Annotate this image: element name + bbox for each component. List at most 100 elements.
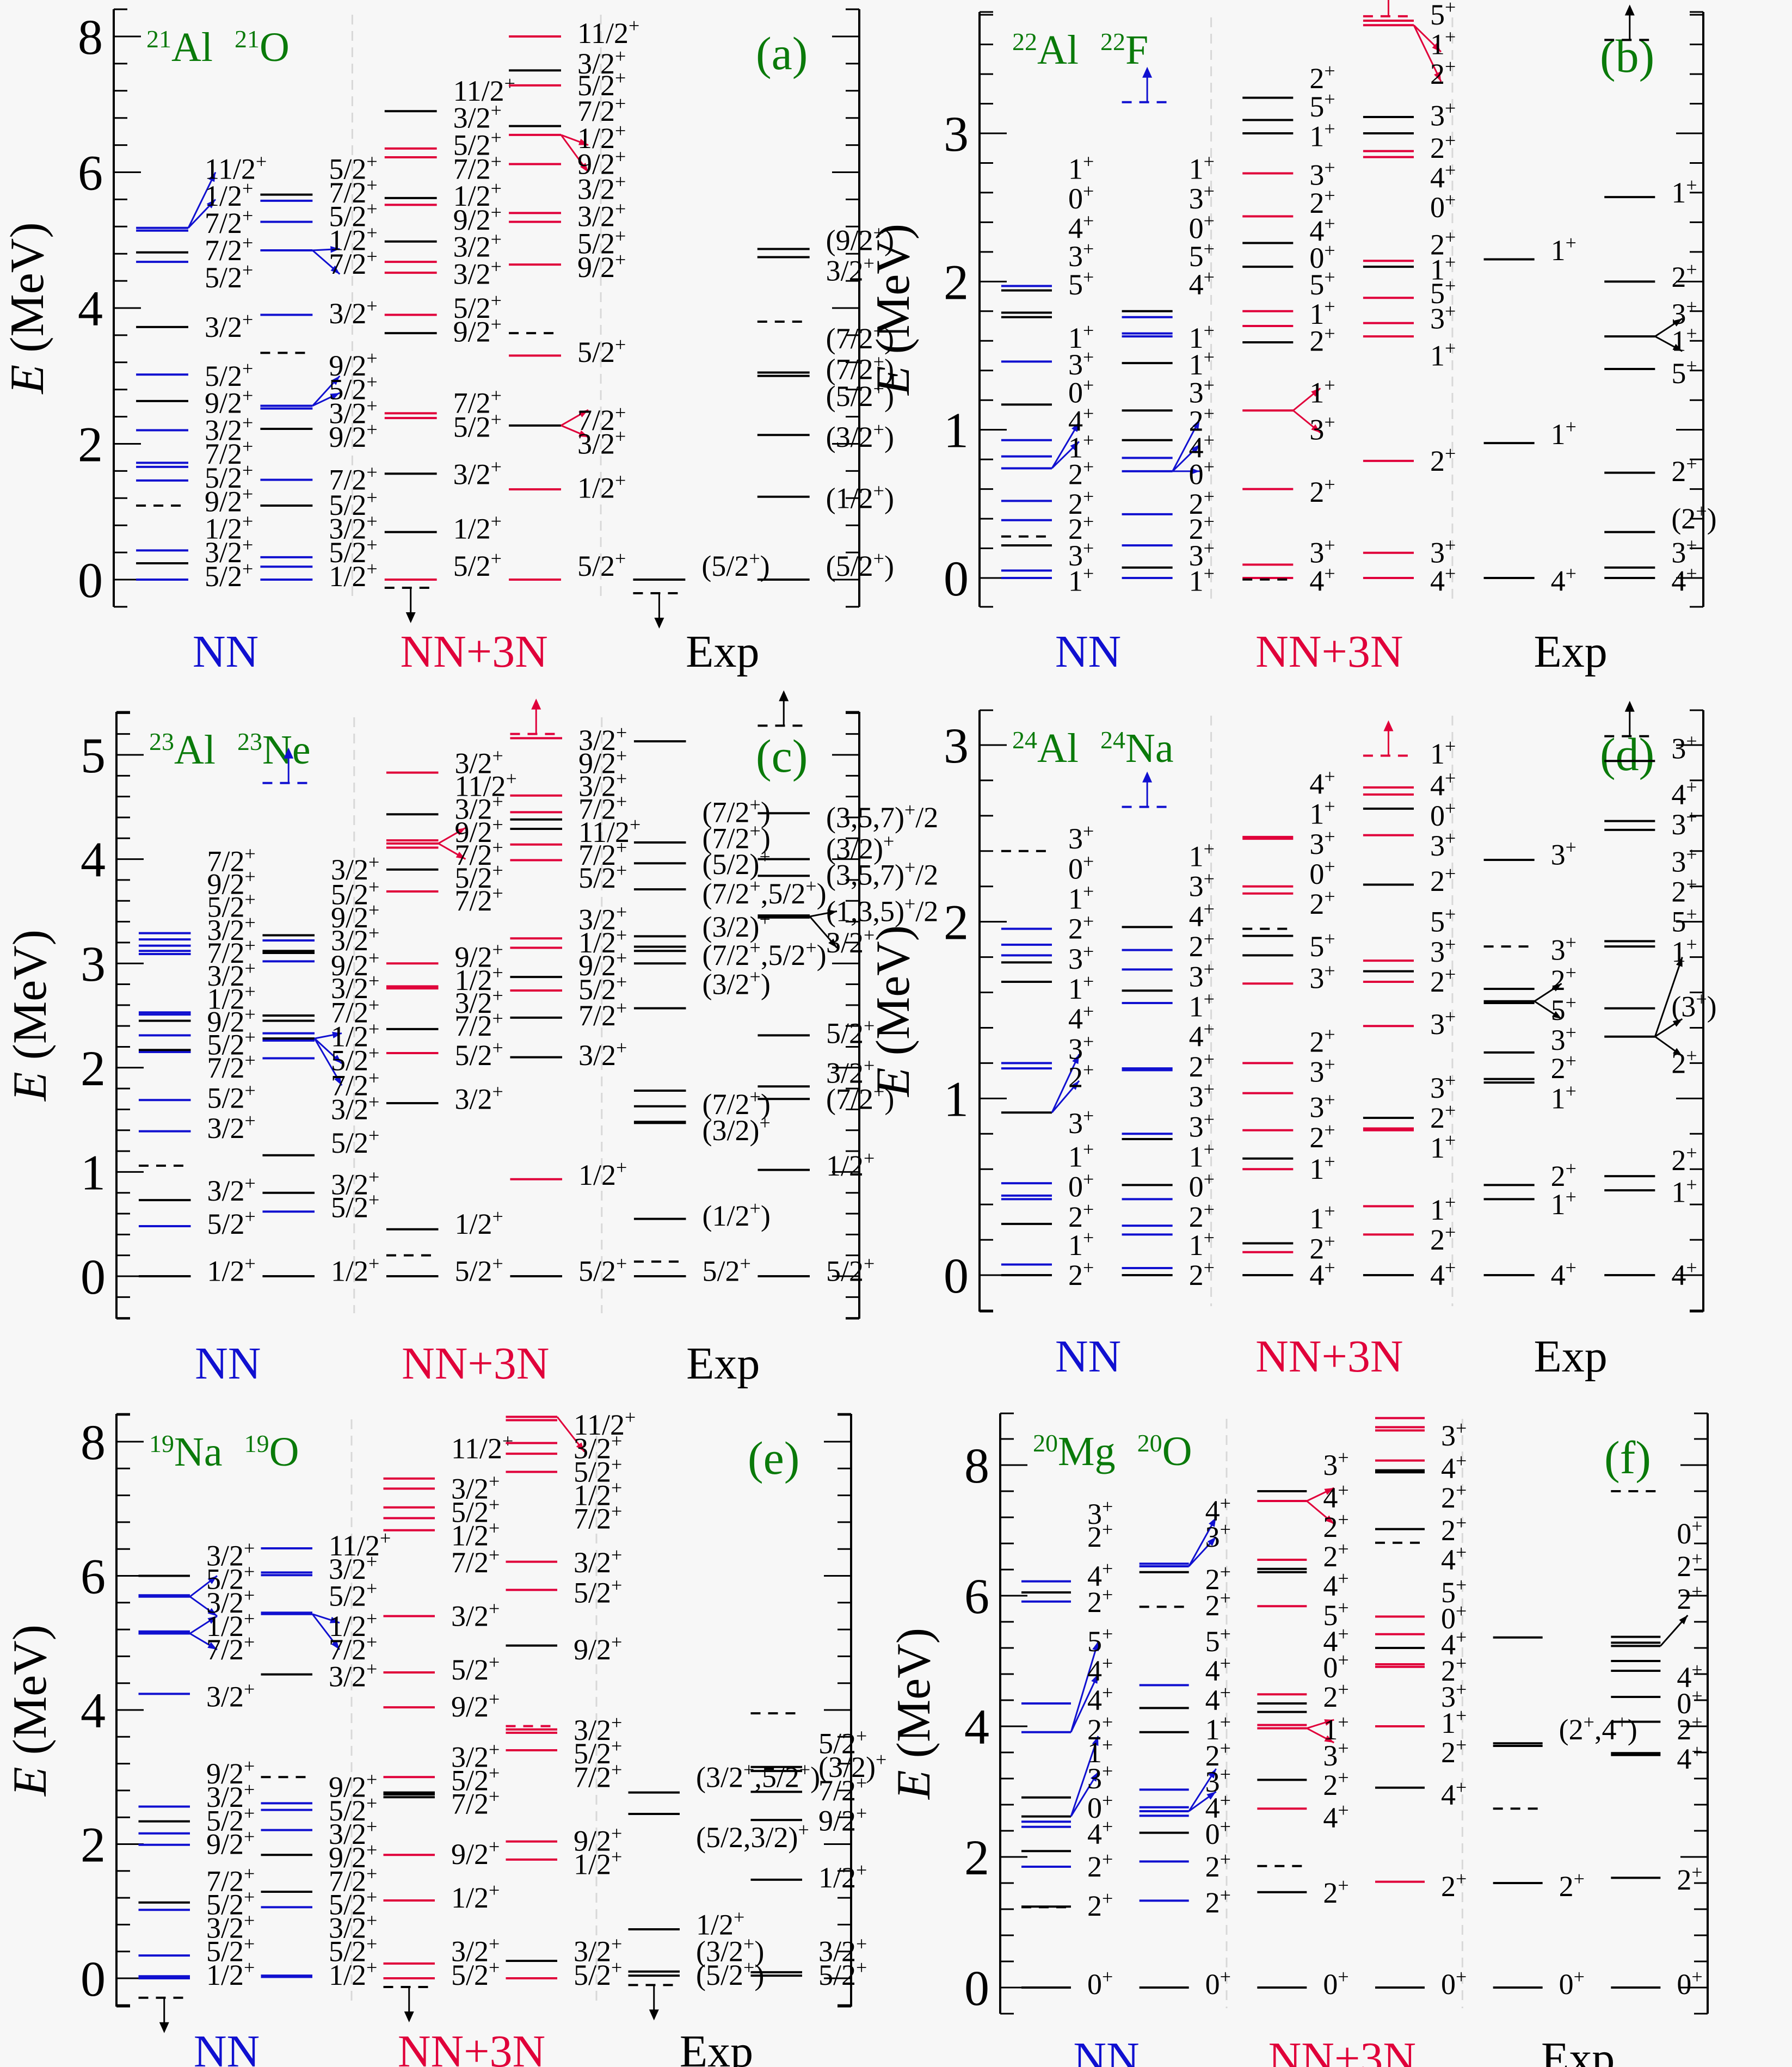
spin-parity-label: 7/2+ bbox=[451, 1544, 500, 1579]
spin-parity-label: 7/2+ bbox=[331, 1067, 379, 1102]
spin-parity-label: 2+ bbox=[1189, 510, 1215, 545]
spin-parity-label: 1+ bbox=[1551, 416, 1577, 451]
spin-parity-label: 5/2+ bbox=[331, 876, 379, 911]
spin-parity-label: 1+ bbox=[1189, 1227, 1215, 1262]
spin-parity-label: 7/2+ bbox=[455, 1007, 503, 1042]
level-column: 2+1+2+0+1+3+3+2+4+1+3+2+4+3+1+ bbox=[1122, 771, 1215, 1291]
arrowhead-icon bbox=[1208, 1769, 1216, 1779]
arrowhead-icon bbox=[330, 246, 340, 253]
spin-parity-label: 2+ bbox=[1323, 1538, 1348, 1573]
spin-parity-label: 5+ bbox=[1551, 992, 1577, 1026]
arrow-down-icon bbox=[649, 2009, 659, 2021]
spin-parity-label: 2+ bbox=[1441, 1479, 1467, 1514]
spin-parity-label: 2+ bbox=[1189, 1198, 1215, 1233]
spin-parity-label: 4+ bbox=[1189, 429, 1215, 464]
spin-parity-label: 2+ bbox=[1189, 402, 1215, 437]
y-tick-label: 3 bbox=[944, 718, 969, 773]
arrowhead-icon bbox=[206, 199, 215, 208]
spin-parity-label: 5/2+ bbox=[453, 127, 502, 162]
spin-parity-label: 3+ bbox=[1068, 1030, 1094, 1065]
spin-parity-label: (3,5,7)+/2 bbox=[826, 856, 938, 891]
spin-parity-label: 2+ bbox=[1087, 1887, 1113, 1922]
spin-parity-label: 1+ bbox=[1205, 1711, 1231, 1746]
group-title-nn: NN bbox=[193, 626, 258, 677]
spin-parity-label: 3+ bbox=[1087, 1496, 1113, 1530]
spin-parity-label: 9/2+ bbox=[207, 1003, 256, 1038]
spin-parity-label: 2+ bbox=[1323, 1678, 1348, 1713]
arrowhead-icon bbox=[455, 851, 466, 859]
spin-parity-label: (5/2)+ bbox=[703, 846, 771, 881]
spin-parity-label: 5+ bbox=[1309, 88, 1335, 123]
level-column: 5/2+3/2+1/2+9/2+5/2+7/2+3/2+9/2+5/2+3/2+… bbox=[136, 150, 267, 593]
spin-parity-label: 11/2+ bbox=[455, 767, 517, 802]
spin-parity-label: (9/2+) bbox=[826, 222, 894, 256]
arrowhead-icon bbox=[1324, 1488, 1334, 1495]
spin-parity-label: 1+ bbox=[1068, 970, 1094, 1005]
group-title-nnplus3n: NN+3N bbox=[1255, 626, 1403, 677]
spin-parity-label: 3+ bbox=[1087, 1760, 1113, 1795]
level-column: 5/2+3/2+1/2+9/2+7/2+5/2+3/2+9/2+5/2+3/2+… bbox=[506, 1406, 636, 1991]
spin-parity-label: 5/2+ bbox=[329, 487, 377, 521]
arrowhead-icon bbox=[332, 1055, 342, 1064]
spin-parity-label: 4+ bbox=[1189, 898, 1215, 933]
spin-parity-label: 2+ bbox=[1309, 60, 1335, 95]
spin-parity-label: 1/2+ bbox=[205, 177, 253, 212]
spin-parity-label: 3+ bbox=[1309, 960, 1335, 995]
spin-parity-label: 3/2+ bbox=[451, 1470, 500, 1505]
spin-parity-label: 7/2+ bbox=[578, 791, 627, 826]
spin-parity-label: 1+ bbox=[1068, 880, 1094, 915]
spin-parity-label: 7/2+ bbox=[207, 842, 256, 877]
spin-parity-label: 9/2+ bbox=[577, 146, 626, 181]
spin-parity-label: 4+ bbox=[1551, 562, 1577, 597]
arrowhead-icon bbox=[578, 138, 588, 145]
level-column: 5/2+3/2+1/2+9/2+7/2+5/2+3/2+9/2+5/2+3/2+… bbox=[383, 1430, 513, 2023]
spin-parity-label: 1+ bbox=[1309, 1151, 1335, 1185]
level-column: 1+3+2+2+0+4+2+3+1+1+4+5+0+3+1+ bbox=[1122, 66, 1215, 597]
level-column: 4+2+1+1+2+3+3+2+3+5+2+0+3+1+4+ bbox=[1242, 765, 1335, 1291]
spin-parity-label: 3/2+ bbox=[329, 295, 377, 330]
spin-parity-label: 3+ bbox=[1309, 411, 1335, 446]
spin-parity-label: 5/2+ bbox=[451, 1651, 500, 1686]
arrowhead-icon bbox=[1190, 467, 1200, 475]
arrowhead-icon bbox=[1552, 983, 1562, 992]
spin-parity-label: 2+ bbox=[1430, 442, 1456, 477]
arrow-up-icon bbox=[1142, 771, 1153, 783]
spin-parity-label: 0+ bbox=[1677, 1515, 1702, 1550]
y-tick-label: 1 bbox=[81, 1145, 106, 1200]
spin-parity-label: 7/2+ bbox=[574, 1758, 622, 1793]
spin-parity-label: 3/2+ bbox=[206, 1678, 255, 1713]
y-tick-label: 0 bbox=[964, 1960, 989, 2016]
level-connector bbox=[1070, 1736, 1099, 1817]
spin-parity-label: 4+ bbox=[1323, 1623, 1348, 1658]
spin-parity-label: 4+ bbox=[1671, 562, 1697, 597]
spin-parity-label: 5/2+ bbox=[207, 1079, 256, 1114]
spin-parity-label: 3+ bbox=[1430, 827, 1456, 862]
arrow-down-icon bbox=[654, 617, 664, 629]
group-title-exp: Exp bbox=[680, 2026, 753, 2067]
spin-parity-label: 1+ bbox=[1323, 1711, 1348, 1746]
spin-parity-label: 3/2+ bbox=[577, 198, 626, 233]
spin-parity-label: 5/2+ bbox=[206, 1561, 255, 1596]
spin-parity-label: 9/2+ bbox=[206, 1755, 255, 1790]
spin-parity-label: 4+ bbox=[1068, 210, 1094, 244]
y-tick-label: 4 bbox=[78, 281, 103, 336]
spin-parity-label: 4+ bbox=[1441, 1541, 1467, 1576]
spin-parity-label: (1/2+) bbox=[703, 1197, 771, 1232]
y-tick-label: 8 bbox=[81, 1414, 106, 1470]
spin-parity-label: 4+ bbox=[1205, 1682, 1231, 1717]
level-column: (5/2+) bbox=[633, 547, 770, 629]
spin-parity-label: 5/2+ bbox=[574, 1735, 622, 1770]
spin-parity-label: 4+ bbox=[1087, 1682, 1113, 1717]
spin-parity-label: 1+ bbox=[1068, 429, 1094, 464]
spin-parity-label: (5/2+) bbox=[701, 547, 769, 582]
spin-parity-label: 5/2+ bbox=[453, 290, 502, 324]
spin-parity-label: 7/2+ bbox=[329, 1862, 377, 1897]
spin-parity-label: 3+ bbox=[1551, 932, 1577, 967]
spin-parity-label: 4+ bbox=[1430, 562, 1456, 597]
spin-parity-label: 9/2+ bbox=[205, 385, 253, 420]
spin-parity-label: 3/2+ bbox=[451, 1933, 500, 1968]
level-column: 5/2+1/2+3/2+5/2+7/2+9/2+5/2+3/2+3/2+9/2+… bbox=[384, 72, 515, 623]
arrowhead-icon bbox=[1090, 1772, 1098, 1782]
spin-parity-label: 1/2+ bbox=[578, 924, 627, 959]
spin-parity-label: (3/2+) bbox=[696, 1933, 764, 1968]
